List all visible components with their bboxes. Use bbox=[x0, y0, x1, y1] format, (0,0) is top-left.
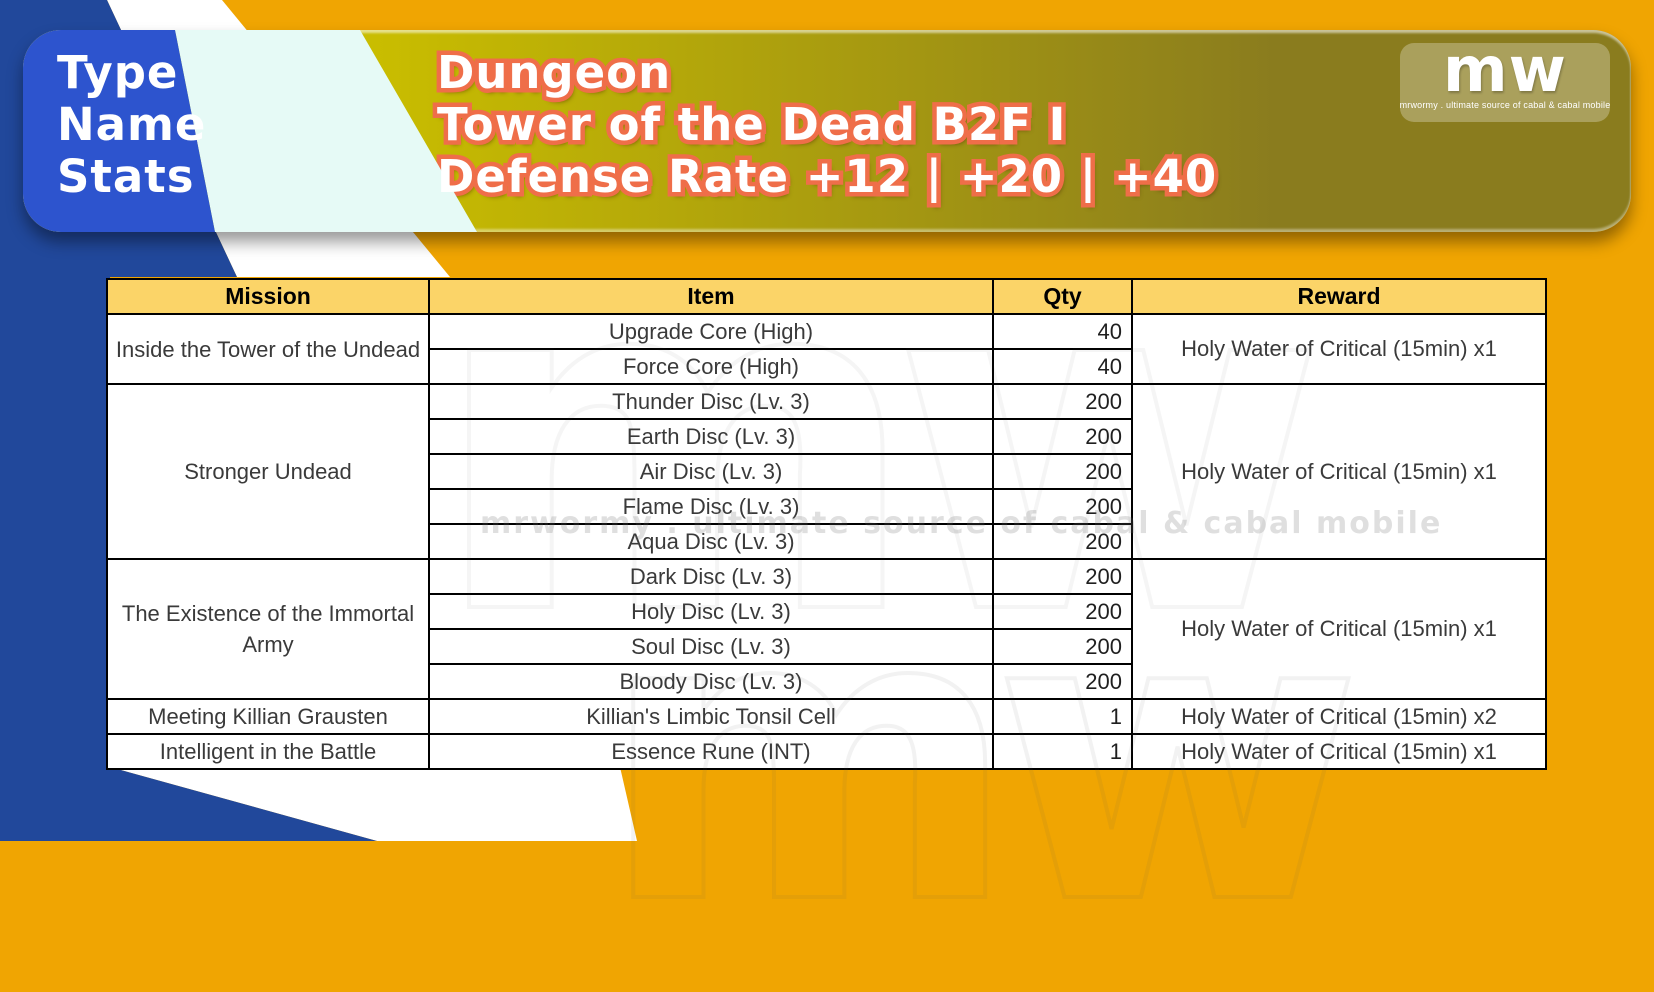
item-cell: Force Core (High) bbox=[428, 348, 994, 385]
column-header-reward: Reward bbox=[1131, 278, 1547, 315]
mission-cell: Intelligent in the Battle bbox=[106, 733, 430, 770]
reward-cell: Holy Water of Critical (15min) x1 bbox=[1131, 558, 1547, 700]
item-cell: Flame Disc (Lv. 3) bbox=[428, 488, 994, 525]
banner-field-values: Dungeon Tower of the Dead B2F I Defense … bbox=[437, 47, 1217, 204]
table-row: Meeting Killian Grausten Killian's Limbic… bbox=[106, 698, 1547, 735]
dungeon-stats-value: Defense Rate +12 | +20 | +40 bbox=[437, 151, 1217, 204]
mrwormy-logo: mw mrwormy . ultimate source of cabal & … bbox=[1399, 33, 1611, 122]
dungeon-type-value: Dungeon bbox=[437, 47, 1217, 100]
table-row: The Existence of the Immortal Army Dark D… bbox=[106, 558, 1547, 700]
column-header-qty: Qty bbox=[992, 278, 1133, 315]
table-row: Inside the Tower of the Undead Upgrade Co… bbox=[106, 313, 1547, 385]
table-row: Stronger Undead Thunder Disc (Lv. 3) 200 Ho… bbox=[106, 383, 1547, 560]
mission-cell: Meeting Killian Grausten bbox=[106, 698, 430, 735]
reward-cell: Holy Water of Critical (15min) x1 bbox=[1131, 383, 1547, 560]
table-row: Soul Disc (Lv. 3) 200 bbox=[107, 628, 1546, 665]
item-cell: Air Disc (Lv. 3) bbox=[428, 453, 994, 490]
qty-cell: 200 bbox=[992, 383, 1133, 420]
qty-cell: 1 bbox=[992, 698, 1133, 735]
qty-cell: 1 bbox=[992, 733, 1133, 770]
table-row: Flame Disc (Lv. 3) 200 bbox=[107, 488, 1546, 525]
label-type: Type bbox=[57, 47, 206, 100]
qty-cell: 200 bbox=[992, 453, 1133, 490]
qty-cell: 200 bbox=[992, 663, 1133, 700]
item-cell: Dark Disc (Lv. 3) bbox=[428, 558, 994, 595]
qty-cell: 200 bbox=[992, 523, 1133, 560]
mission-table: Mission Item Qty Reward Inside the Tower of… bbox=[106, 278, 1547, 770]
qty-cell: 200 bbox=[992, 418, 1133, 455]
item-cell: Killian's Limbic Tonsil Cell bbox=[428, 698, 994, 735]
table-row: Earth Disc (Lv. 3) 200 bbox=[107, 418, 1546, 455]
column-header-item: Item bbox=[428, 278, 994, 315]
item-cell: Upgrade Core (High) bbox=[428, 313, 994, 350]
column-header-mission: Mission bbox=[106, 278, 430, 315]
mission-cell: Stronger Undead bbox=[106, 383, 430, 560]
reward-cell: Holy Water of Critical (15min) x2 bbox=[1131, 698, 1547, 735]
table-row: Force Core (High) 40 bbox=[107, 348, 1546, 385]
item-cell: Soul Disc (Lv. 3) bbox=[428, 628, 994, 665]
item-cell: Bloody Disc (Lv. 3) bbox=[428, 663, 994, 700]
qty-cell: 200 bbox=[992, 628, 1133, 665]
mission-cell: The Existence of the Immortal Army bbox=[106, 558, 430, 700]
reward-cell: Holy Water of Critical (15min) x1 bbox=[1131, 733, 1547, 770]
mrwormy-logo-text: mw bbox=[1443, 33, 1567, 106]
qty-cell: 200 bbox=[992, 593, 1133, 630]
mission-cell: Inside the Tower of the Undead bbox=[106, 313, 430, 385]
label-name: Name bbox=[57, 99, 207, 152]
reward-cell: Holy Water of Critical (15min) x1 bbox=[1131, 313, 1547, 385]
mrwormy-logo-caption: mrwormy . ultimate source of cabal & cab… bbox=[1399, 100, 1611, 110]
item-cell: Aqua Disc (Lv. 3) bbox=[428, 523, 994, 560]
banner-field-labels: Type Name Stats bbox=[57, 47, 207, 204]
table-row: Holy Disc (Lv. 3) 200 bbox=[107, 593, 1546, 630]
qty-cell: 200 bbox=[992, 558, 1133, 595]
table-body: Inside the Tower of the Undead Upgrade Co… bbox=[106, 313, 1547, 770]
qty-cell: 40 bbox=[992, 348, 1133, 385]
header-banner: Type Name Stats Dungeon Tower of the Dea… bbox=[23, 30, 1631, 232]
table-row: Air Disc (Lv. 3) 200 bbox=[107, 453, 1546, 490]
item-cell: Holy Disc (Lv. 3) bbox=[428, 593, 994, 630]
table-row: Bloody Disc (Lv. 3) 200 bbox=[107, 663, 1546, 700]
table-row: Intelligent in the Battle Essence Rune (I… bbox=[106, 733, 1547, 770]
qty-cell: 200 bbox=[992, 488, 1133, 525]
qty-cell: 40 bbox=[992, 313, 1133, 350]
item-cell: Thunder Disc (Lv. 3) bbox=[428, 383, 994, 420]
table-row: Aqua Disc (Lv. 3) 200 bbox=[107, 523, 1546, 560]
label-stats: Stats bbox=[57, 151, 206, 204]
table-header-row: Mission Item Qty Reward bbox=[106, 278, 1547, 315]
item-cell: Essence Rune (INT) bbox=[428, 733, 994, 770]
page: { "banner": { "labels": ["Type", "Name",… bbox=[0, 0, 1654, 841]
dungeon-name-value: Tower of the Dead B2F I bbox=[437, 99, 1217, 152]
item-cell: Earth Disc (Lv. 3) bbox=[428, 418, 994, 455]
